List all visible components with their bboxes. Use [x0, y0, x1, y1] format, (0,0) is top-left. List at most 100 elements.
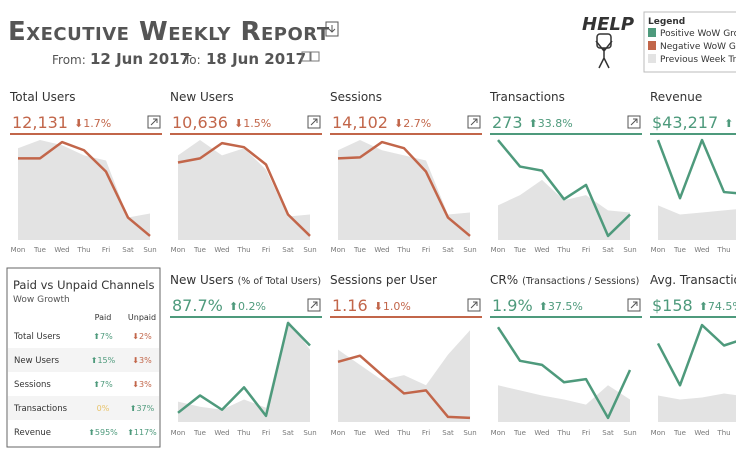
day-label: Sat: [442, 246, 454, 254]
day-label: Wed: [694, 429, 709, 437]
day-label: Fri: [102, 246, 110, 254]
row-band: [8, 396, 159, 420]
panel-subtitle: (Transactions / Sessions): [522, 276, 639, 287]
day-label: Sun: [623, 246, 636, 254]
day-label: Fri: [262, 429, 270, 437]
panel-title: Sessions: [330, 90, 382, 104]
day-label: Thu: [396, 429, 410, 437]
expand-arrow: [150, 118, 158, 126]
day-label: Thu: [236, 246, 250, 254]
day-label: Wed: [534, 246, 549, 254]
kpi-change: ⬆: [724, 117, 733, 130]
row-band: [8, 348, 159, 372]
day-label: Mon: [491, 246, 506, 254]
panel-title: Sessions per User: [330, 273, 437, 287]
day-label: Sat: [122, 246, 134, 254]
table-cell: ⬇2%: [132, 332, 152, 341]
previous-week-area: [18, 140, 150, 240]
prev-button[interactable]: [301, 51, 311, 62]
legend-label: Positive WoW Growth: [660, 29, 736, 39]
kpi-value: $43,217: [652, 113, 718, 132]
kpi-change: ⬆37.5%: [539, 300, 583, 313]
to-label: To:: [183, 53, 201, 67]
day-label: Tue: [353, 429, 366, 437]
current-week-line: [496, 326, 632, 420]
current-week-line: [177, 141, 311, 237]
kpi-value: 14,102: [332, 113, 388, 132]
legend-label: Previous Week Trend: [660, 55, 736, 65]
current-week-line: [18, 140, 151, 237]
day-label: Sun: [303, 246, 316, 254]
kpi-value: $158: [652, 296, 693, 315]
kpi-change: ⬆0.2%: [229, 300, 266, 313]
day-label: Mon: [171, 429, 186, 437]
day-label: Tue: [513, 246, 526, 254]
kpi-change: ⬇1.5%: [234, 117, 271, 130]
day-label: Fri: [262, 246, 270, 254]
day-label: Tue: [513, 429, 526, 437]
kpi-value: 1.9%: [492, 296, 533, 315]
from-date: 12 Jun 2017: [90, 50, 190, 68]
legend-swatch: [648, 41, 656, 50]
expand-arrow: [310, 301, 318, 309]
expand-arrow: [310, 118, 318, 126]
download-icon[interactable]: [325, 21, 339, 37]
table-cell: ⬆117%: [127, 428, 157, 437]
day-label: Tue: [33, 246, 46, 254]
day-label: Sun: [303, 429, 316, 437]
previous-week-area: [498, 385, 630, 422]
day-label: Sun: [463, 246, 476, 254]
day-label: Mon: [651, 246, 666, 254]
next-button[interactable]: [310, 51, 320, 62]
previous-week-area: [498, 179, 630, 240]
day-label: Mon: [171, 246, 186, 254]
expand-arrow: [470, 118, 478, 126]
current-week-line: [656, 323, 736, 387]
row-label: Transactions: [13, 404, 68, 414]
table-cell: ⬇3%: [132, 380, 152, 389]
current-week-line: [656, 138, 736, 200]
table-cell: 0%: [97, 404, 110, 413]
day-label: Sun: [143, 246, 156, 254]
panel-title: CR%: [490, 273, 518, 287]
day-label: Tue: [353, 246, 366, 254]
day-label: Fri: [582, 246, 590, 254]
report-title: Executive Weekly Report: [8, 17, 330, 47]
day-label: Wed: [694, 246, 709, 254]
from-label: From:: [52, 53, 86, 67]
table-cell: ⬆15%: [91, 356, 116, 365]
day-label: Thu: [716, 429, 730, 437]
day-label: Mon: [331, 246, 346, 254]
day-label: Wed: [374, 429, 389, 437]
help-text[interactable]: HELP: [582, 14, 634, 35]
table-cell: ⬆7%: [93, 380, 113, 389]
expand-arrow: [630, 301, 638, 309]
kpi-change: ⬆33.8%: [529, 117, 573, 130]
previous-week-area: [338, 330, 470, 422]
kpi-change: ⬇2.7%: [394, 117, 431, 130]
current-week-line: [337, 140, 471, 237]
previous-week-area: [178, 320, 310, 422]
previous-week-area: [658, 393, 736, 422]
panel-title: New Users: [170, 273, 234, 287]
day-label: Mon: [331, 429, 346, 437]
row-label: Revenue: [14, 428, 51, 438]
panel-title: New Users: [170, 90, 234, 104]
table-cell: ⬆595%: [88, 428, 118, 437]
expand-arrow: [470, 301, 478, 309]
day-label: Thu: [396, 246, 410, 254]
kpi-value: 10,636: [172, 113, 228, 132]
day-label: Wed: [214, 246, 229, 254]
row-label: Sessions: [14, 380, 51, 390]
day-label: Wed: [534, 429, 549, 437]
previous-week-area: [338, 140, 470, 240]
help-figure: [595, 33, 613, 69]
day-label: Fri: [582, 429, 590, 437]
day-label: Thu: [556, 246, 570, 254]
panel-title: Total Users: [9, 90, 75, 104]
legend-box: [643, 11, 736, 73]
table-cell: ⬇3%: [132, 356, 152, 365]
day-label: Sun: [623, 429, 636, 437]
